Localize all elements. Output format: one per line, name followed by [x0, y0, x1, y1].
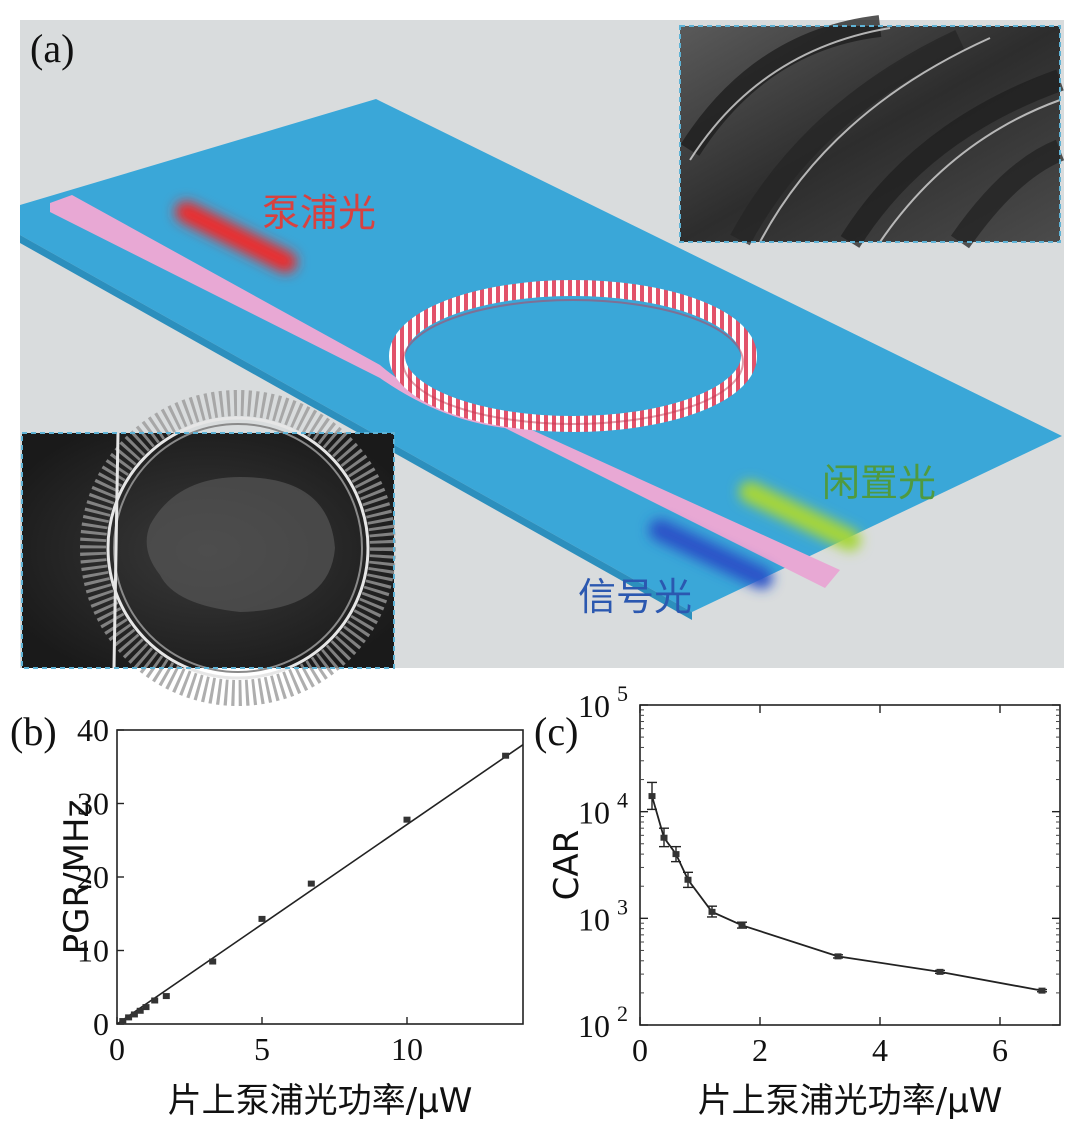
plot-c-xtick-label: 6	[992, 1032, 1008, 1068]
signal-label: 信号光	[578, 575, 692, 619]
panel-a: (a) 泵浦光 闲置光 信号光	[20, 15, 1065, 706]
plot-c-point	[660, 834, 668, 841]
plot-c-ytick-exponent: 5	[617, 681, 628, 706]
idler-label: 闲置光	[822, 461, 936, 505]
plot-c-ytick-exponent: 3	[617, 894, 628, 919]
plot-b-xtick-label: 10	[391, 1031, 423, 1067]
plot-c-point	[708, 908, 716, 915]
plot-c-xlabel: 片上泵浦光功率/μW	[698, 1081, 1003, 1121]
plot-c-xtick-label: 0	[632, 1032, 648, 1068]
plot-c-point	[738, 922, 746, 929]
panel-c-label: (c)	[534, 709, 578, 754]
plot-c-frame	[639, 704, 1061, 1026]
plot-c-ytick-exponent: 2	[617, 1001, 628, 1026]
signal-beam	[649, 519, 773, 589]
plot-b-ytick-label: 0	[93, 1006, 109, 1042]
plot-b-point	[151, 997, 159, 1004]
panel-b: (b) 0 10 20 30 40 0 5 10 PGR/MHz 片上泵浦光功率/μW	[10, 709, 524, 1121]
plot-c-ytick-label: 10	[578, 1008, 610, 1044]
plot-b-frame	[116, 729, 524, 1025]
plot-b-points	[119, 752, 510, 1025]
plot-b-point	[142, 1004, 150, 1011]
plot-c-point	[684, 876, 692, 883]
plot-b-fit-line	[116, 744, 524, 1025]
plot-c-xticks: 0 2 4 6	[632, 705, 1008, 1068]
plot-b-point	[136, 1007, 144, 1014]
pump-label: 泵浦光	[262, 191, 376, 235]
plot-b-xticks: 0 5 10	[109, 1017, 423, 1067]
plot-b-point	[502, 752, 510, 759]
plot-c-point	[672, 851, 680, 858]
plot-c-ytick-label: 10	[578, 795, 610, 831]
plot-b-ytick-label: 30	[77, 786, 109, 822]
plot-c-ytick-label: 10	[578, 688, 610, 724]
plot-c-ytick-label: 10	[578, 901, 610, 937]
plot-b-point	[403, 816, 411, 823]
plot-b-ylabel: PGR/MHz	[57, 800, 97, 955]
plot-b-point	[119, 1018, 127, 1025]
plot-c-point	[936, 968, 944, 975]
plot-c-series-line	[651, 795, 1043, 992]
plot-c-point	[834, 953, 842, 960]
plot-b-xlabel: 片上泵浦光功率/μW	[168, 1081, 473, 1121]
plot-c-point	[648, 793, 656, 800]
plot-c-ylabel: CAR	[547, 830, 587, 901]
plot-b-point	[162, 993, 170, 1000]
plot-b-ytick-label: 20	[77, 859, 109, 895]
plot-c-xtick-label: 2	[752, 1032, 768, 1068]
plot-b-yticks: 0 10 20 30 40	[77, 712, 124, 1042]
plot-b-point	[307, 880, 315, 887]
plot-c-xtick-label: 4	[872, 1032, 888, 1068]
plot-b-point	[130, 1011, 138, 1018]
idler-beam	[739, 481, 861, 551]
substrate-edge	[20, 235, 692, 620]
panel-b-label: (b)	[10, 709, 57, 754]
panel-a-label: (a)	[30, 26, 74, 71]
micro-ring-inner-shadow	[402, 299, 744, 425]
sem-inset-bottom	[21, 390, 396, 706]
plot-b-fit	[116, 744, 524, 1025]
sem-inset-top	[679, 15, 1065, 249]
plot-b-ytick-label: 40	[77, 712, 109, 748]
plot-b-point	[125, 1014, 133, 1021]
plot-b-xtick-label: 5	[254, 1031, 270, 1067]
plot-b-ytick-label: 10	[77, 933, 109, 969]
plot-c-ytick-exponent: 4	[617, 788, 628, 813]
bus-waveguide	[50, 195, 840, 588]
plot-c-point	[1038, 987, 1046, 994]
substrate-slab	[20, 99, 1062, 612]
plot-c-yticks: 10 2 10 3 10 4 10 5	[578, 681, 1060, 1044]
plot-c-points	[647, 781, 1047, 994]
plot-b-xtick-label: 0	[109, 1031, 125, 1067]
plot-c-line	[651, 795, 1043, 992]
plot-b-point	[258, 915, 266, 922]
plot-b-point	[209, 958, 217, 965]
pump-beam	[175, 201, 297, 273]
